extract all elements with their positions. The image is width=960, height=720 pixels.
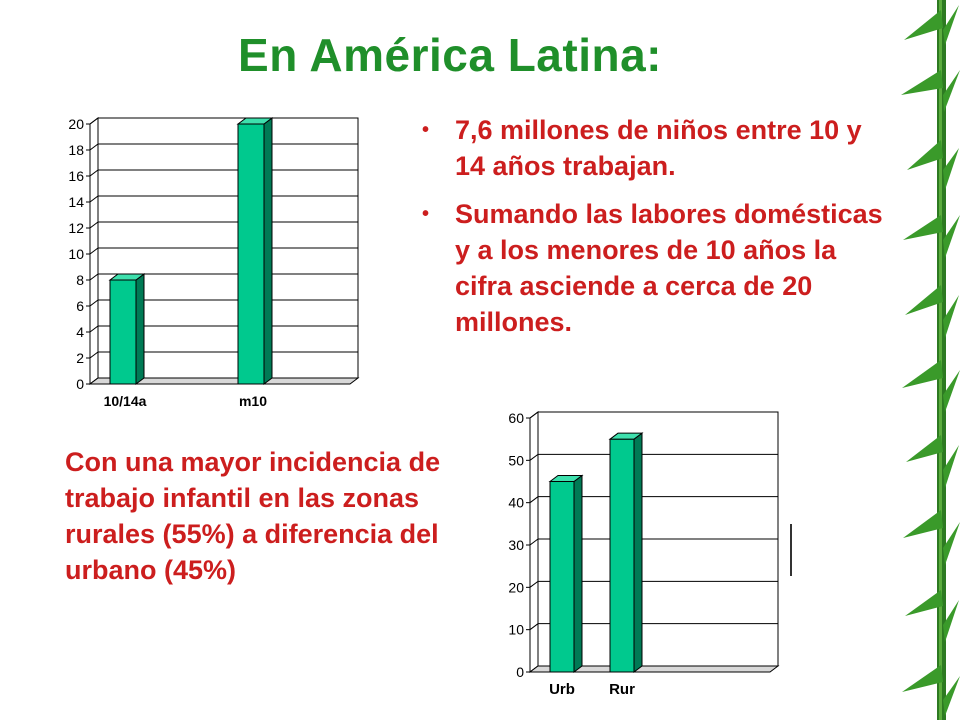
x-category-label: m10 bbox=[239, 393, 267, 409]
bar bbox=[109, 279, 137, 385]
bamboo-leaves-icon bbox=[901, 0, 960, 720]
y-tick-label: 40 bbox=[508, 495, 524, 511]
bullet-list: • 7,6 millones de niños entre 10 y 14 añ… bbox=[418, 112, 898, 352]
y-tick-label: 20 bbox=[68, 116, 84, 132]
slide-title: En América Latina: bbox=[238, 29, 662, 81]
y-tick-label: 6 bbox=[76, 298, 84, 314]
y-tick-label: 10 bbox=[508, 622, 524, 638]
bar bbox=[549, 481, 575, 673]
bullet-icon: • bbox=[422, 203, 430, 225]
bar-top bbox=[108, 273, 146, 281]
bullet-text: Sumando las labores domésticas y a los m… bbox=[455, 199, 883, 337]
y-tick-label: 14 bbox=[68, 194, 84, 210]
y-tick-label: 16 bbox=[68, 168, 84, 184]
bar-side bbox=[573, 474, 583, 673]
bar bbox=[609, 438, 635, 673]
x-category-label: Urb bbox=[549, 681, 575, 698]
urban-rural-bar-chart: 0 10 20 30 40 50 60 Urb Rur bbox=[508, 410, 780, 698]
gridline bbox=[529, 496, 778, 504]
chart-floor bbox=[528, 665, 780, 673]
age-bar-chart: 0 2 4 6 8 10 12 14 16 18 20 10/14a m10 bbox=[68, 116, 360, 409]
y-tick-label: 10 bbox=[68, 246, 84, 262]
gridline bbox=[529, 580, 778, 588]
x-category-label: Rur bbox=[609, 681, 635, 698]
y-tick-label: 2 bbox=[76, 350, 84, 366]
gridline bbox=[529, 623, 778, 631]
rural-urban-note: Con una mayor incidencia de trabajo infa… bbox=[65, 447, 441, 585]
bullet-item: • Sumando las labores domésticas y a los… bbox=[418, 196, 898, 340]
gridline bbox=[529, 538, 778, 546]
bar bbox=[237, 123, 265, 385]
y-tick-label: 4 bbox=[76, 324, 84, 340]
y-tick-label: 0 bbox=[516, 664, 524, 680]
bar-side bbox=[633, 432, 643, 673]
gridline bbox=[529, 453, 778, 461]
bullet-text: 7,6 millones de niños entre 10 y 14 años… bbox=[455, 115, 862, 181]
bar-top bbox=[236, 117, 274, 125]
y-tick-label: 18 bbox=[68, 142, 84, 158]
x-category-label: 10/14a bbox=[104, 393, 147, 409]
y-tick-label: 0 bbox=[76, 376, 84, 392]
divider-line bbox=[790, 524, 792, 576]
bar-top bbox=[608, 432, 644, 440]
y-tick-label: 8 bbox=[76, 272, 84, 288]
y-tick-label: 20 bbox=[508, 579, 524, 595]
bullet-item: • 7,6 millones de niños entre 10 y 14 añ… bbox=[418, 112, 898, 184]
y-tick-label: 12 bbox=[68, 220, 84, 236]
bar-side bbox=[263, 117, 273, 385]
gridline bbox=[529, 411, 778, 419]
bar-top bbox=[548, 475, 584, 482]
y-tick-label: 50 bbox=[508, 452, 524, 468]
y-tick-label: 60 bbox=[508, 410, 524, 426]
bullet-icon: • bbox=[422, 119, 430, 141]
bar-side bbox=[135, 273, 145, 385]
y-tick-label: 30 bbox=[508, 537, 524, 553]
